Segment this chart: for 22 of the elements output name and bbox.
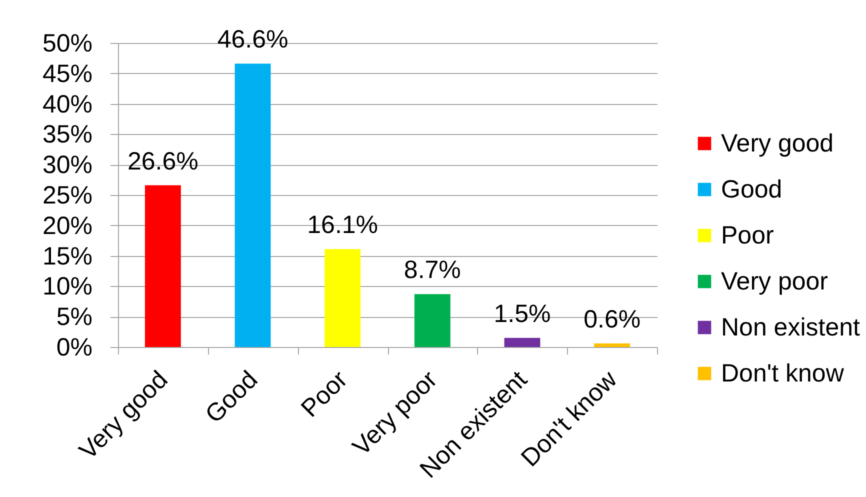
y-tick-label: 25% [42,182,92,210]
y-tick-label: 20% [42,212,92,240]
y-tick-label: 40% [42,90,92,118]
y-tick-label: 30% [42,151,92,180]
data-label: 1.5% [494,300,551,328]
legend-label: Poor [721,222,774,250]
legend-label: Very poor [721,268,828,296]
legend-label: Non existent [721,314,860,342]
y-tick-label: 0% [56,334,92,362]
data-label: 8.7% [404,256,461,284]
data-label: 16.1% [307,211,378,240]
data-label: 46.6% [217,26,288,54]
data-label: 26.6% [127,147,198,176]
legend-label: Good [721,176,782,204]
y-tick-label: 5% [56,303,92,332]
y-tick-label: 10% [42,272,92,301]
y-tick-label: 45% [42,60,92,88]
y-tick-label: 15% [42,242,92,270]
legend-label: Very good [721,130,834,158]
y-tick-label: 35% [42,120,92,149]
data-label: 0.6% [584,305,641,334]
y-tick-label: 50% [42,30,92,58]
